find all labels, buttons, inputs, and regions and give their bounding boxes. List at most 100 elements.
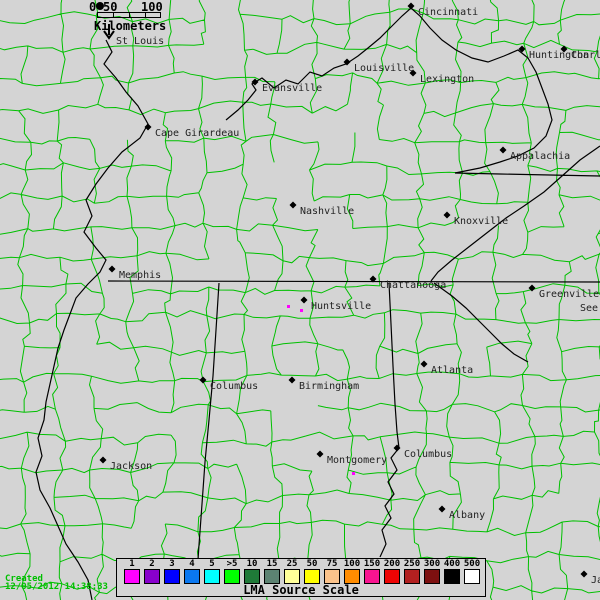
legend-entry: 4 bbox=[182, 559, 202, 584]
legend-value-label: 2 bbox=[149, 559, 155, 569]
lma-source-scale-legend: 1 2 3 4 5 >5 10 15 25 50 75 100 150 200 250 300 400 500 L… bbox=[116, 558, 486, 597]
legend-color-swatch bbox=[184, 569, 200, 584]
legend-entry: 300 bbox=[422, 559, 442, 584]
city-label-cincinnati: Cincinnati bbox=[418, 7, 479, 18]
city-marker-jackson bbox=[99, 456, 107, 464]
legend-value-label: 300 bbox=[423, 559, 441, 569]
city-marker-atlanta bbox=[420, 360, 428, 368]
city-label-see: See bbox=[580, 303, 599, 314]
legend-entry: 50 bbox=[302, 559, 322, 584]
city-marker-evansville bbox=[251, 78, 259, 86]
city-label-albany: Albany bbox=[449, 510, 486, 521]
city-label-st-louis: St Louis bbox=[116, 36, 165, 47]
legend-entry: 200 bbox=[382, 559, 402, 584]
legend-entry: 1 bbox=[122, 559, 142, 584]
legend-value-label: 50 bbox=[306, 559, 318, 569]
city-label-louisville: Louisville bbox=[354, 63, 415, 74]
lma-source-dot bbox=[287, 305, 290, 308]
legend-color-swatch bbox=[404, 569, 420, 584]
city-marker-birmingham bbox=[288, 376, 296, 384]
city-label-cape-girardeau: Cape Girardeau bbox=[155, 128, 240, 139]
city-label-columbus-ga: Columbus bbox=[404, 449, 453, 460]
state-borders bbox=[35, 7, 600, 600]
city-marker-memphis bbox=[108, 265, 116, 273]
created-timestamp: Created 12/05/2012 14:38:33 bbox=[5, 574, 108, 592]
created-label: Created bbox=[5, 574, 43, 584]
legend-entry: 150 bbox=[362, 559, 382, 584]
legend-entry: 2 bbox=[142, 559, 162, 584]
legend-entry: 10 bbox=[242, 559, 262, 584]
city-label-ja: Ja bbox=[591, 575, 600, 586]
legend-value-label: 500 bbox=[463, 559, 481, 569]
legend-entry: 25 bbox=[282, 559, 302, 584]
city-marker-cincinnati bbox=[407, 2, 415, 10]
city-label-montgomery: Montgomery bbox=[327, 455, 388, 466]
legend-color-swatch bbox=[284, 569, 300, 584]
city-marker-montgomery bbox=[316, 450, 324, 458]
legend-value-label: 10 bbox=[246, 559, 258, 569]
city-label-chattanooga: Chattanooga bbox=[380, 280, 447, 291]
legend-value-label: 400 bbox=[443, 559, 461, 569]
city-marker-chattanooga bbox=[369, 275, 377, 283]
scale-bar-ruler bbox=[97, 12, 161, 18]
legend-color-swatch bbox=[264, 569, 280, 584]
cursor-down-arrow-icon bbox=[103, 24, 115, 40]
lma-source-dot bbox=[300, 309, 303, 312]
legend-value-label: 3 bbox=[169, 559, 175, 569]
legend-value-label: 4 bbox=[189, 559, 195, 569]
city-marker-appalachia bbox=[499, 146, 507, 154]
legend-entries: 1 2 3 4 5 >5 10 15 25 50 75 100 150 200 250 300 400 500 bbox=[122, 559, 482, 584]
scale-tick-label-100: 100 bbox=[141, 0, 163, 14]
lma-source-dot bbox=[352, 472, 355, 475]
city-marker-columbus-ms bbox=[199, 376, 207, 384]
ruler-tick bbox=[129, 13, 130, 17]
legend-color-swatch bbox=[124, 569, 140, 584]
legend-value-label: 250 bbox=[403, 559, 421, 569]
legend-entry: 100 bbox=[342, 559, 362, 584]
legend-entry: 75 bbox=[322, 559, 342, 584]
ruler-tick bbox=[113, 13, 114, 17]
city-label-evansville: Evansville bbox=[262, 83, 323, 94]
legend-value-label: >5 bbox=[226, 559, 238, 569]
black-dot-marker bbox=[96, 2, 104, 10]
legend-title: LMA Source Scale bbox=[243, 583, 359, 597]
legend-value-label: 15 bbox=[266, 559, 278, 569]
legend-value-label: 150 bbox=[363, 559, 381, 569]
city-label-knoxville: Knoxville bbox=[454, 216, 509, 227]
legend-entry: 15 bbox=[262, 559, 282, 584]
city-label-jackson: Jackson bbox=[110, 461, 153, 472]
created-datetime: 12/05/2012 14:38:33 bbox=[5, 582, 108, 592]
ruler-tick bbox=[145, 13, 146, 17]
legend-color-swatch bbox=[204, 569, 220, 584]
legend-entry: 3 bbox=[162, 559, 182, 584]
legend-value-label: 75 bbox=[326, 559, 338, 569]
legend-color-swatch bbox=[224, 569, 240, 584]
city-label-atlanta: Atlanta bbox=[431, 365, 474, 376]
city-label-greenville: Greenville bbox=[539, 289, 600, 300]
city-marker-nashville bbox=[289, 201, 297, 209]
city-marker-lexington bbox=[409, 69, 417, 77]
legend-color-swatch bbox=[244, 569, 260, 584]
city-label-huntsville: Huntsville bbox=[311, 301, 372, 312]
city-marker-knoxville bbox=[443, 211, 451, 219]
city-marker-huntington bbox=[518, 45, 526, 53]
city-marker-albany bbox=[438, 505, 446, 513]
legend-color-swatch bbox=[424, 569, 440, 584]
legend-color-swatch bbox=[324, 569, 340, 584]
city-marker-huntsville bbox=[300, 296, 308, 304]
city-label-nashville: Nashville bbox=[300, 206, 355, 217]
city-label-memphis: Memphis bbox=[119, 270, 162, 281]
legend-color-swatch bbox=[304, 569, 320, 584]
city-label-columbus-ms: Columbus bbox=[210, 381, 259, 392]
legend-color-swatch bbox=[364, 569, 380, 584]
legend-color-swatch bbox=[344, 569, 360, 584]
city-marker-greenville bbox=[528, 284, 536, 292]
legend-color-swatch bbox=[144, 569, 160, 584]
legend-value-label: 25 bbox=[286, 559, 298, 569]
legend-color-swatch bbox=[164, 569, 180, 584]
city-marker-columbus-ga bbox=[393, 444, 401, 452]
city-marker-charl bbox=[560, 45, 568, 53]
legend-color-swatch bbox=[384, 569, 400, 584]
